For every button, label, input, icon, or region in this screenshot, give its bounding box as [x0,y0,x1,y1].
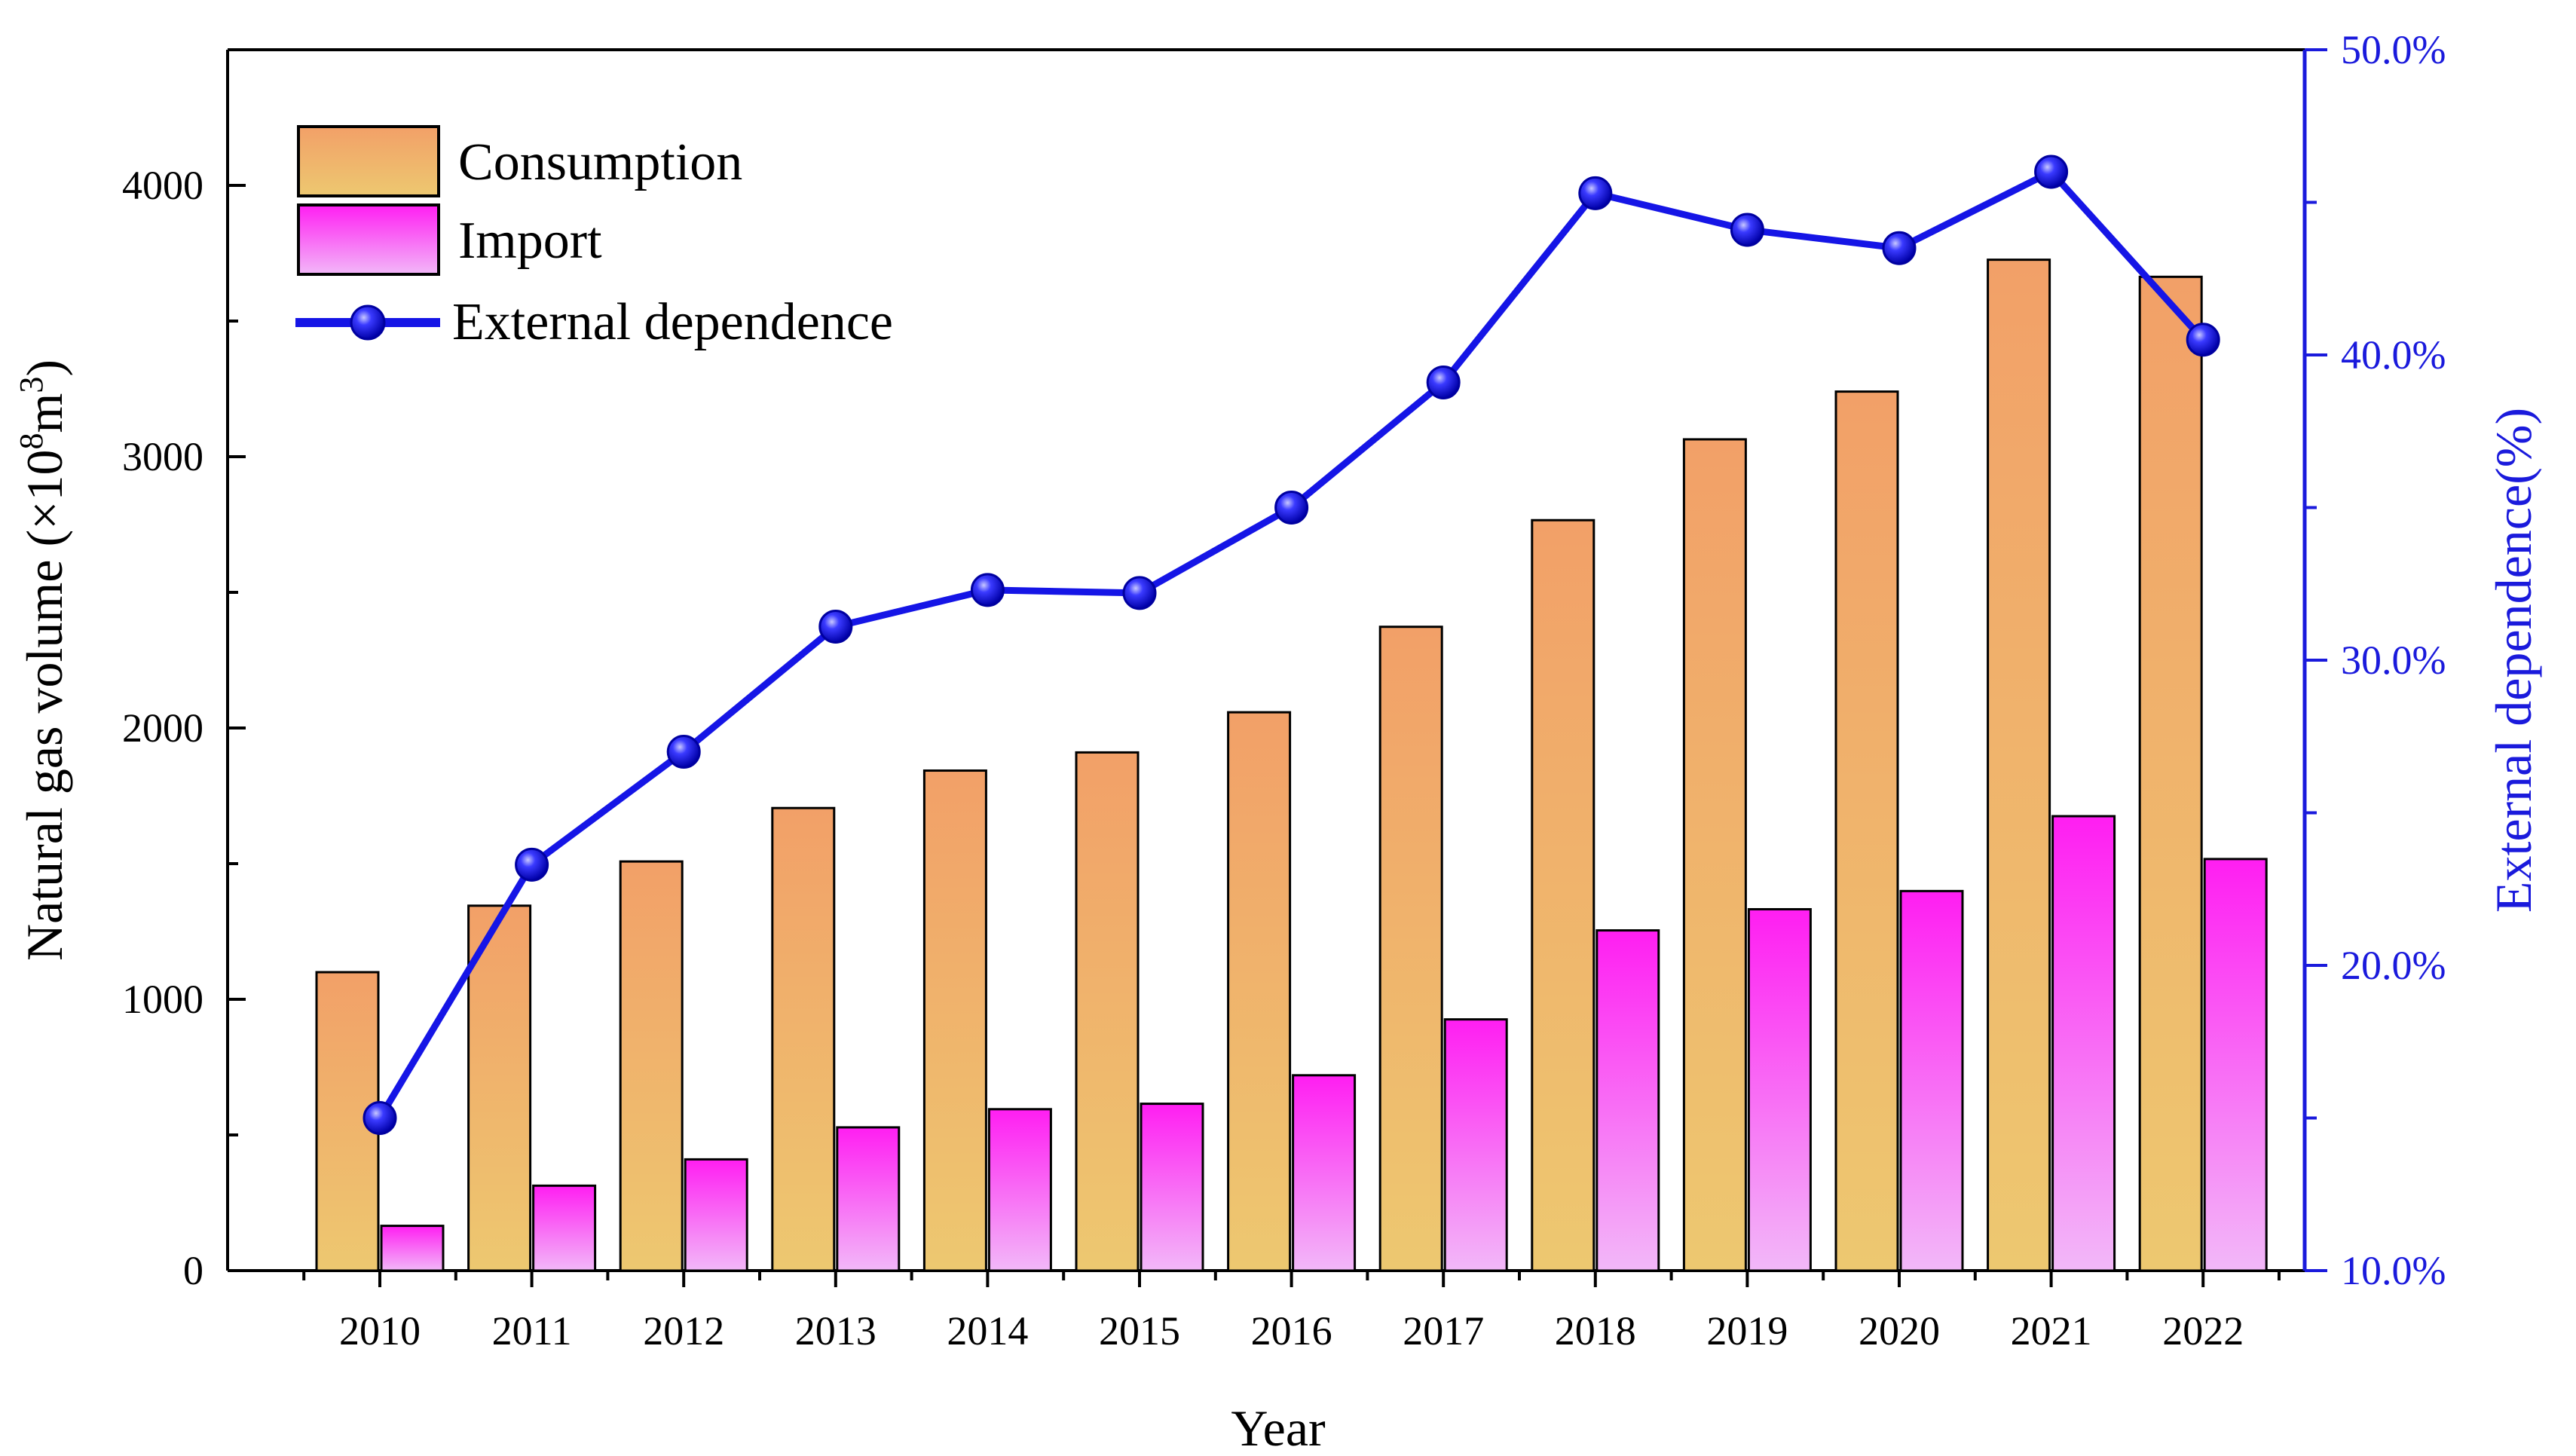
bar-import-2011 [532,1184,597,1272]
x-tick-label: 2022 [2162,1308,2244,1354]
dependence-point-2010 [363,1101,397,1135]
right-axis-title: External dependence(%) [2485,408,2542,913]
bar-import-2015 [1140,1103,1204,1272]
dependence-point-2017 [1426,365,1461,399]
y2-tick-label: 40.0% [2341,332,2446,378]
y-tick-label: 0 [183,1248,203,1293]
bar-consumption-2014 [922,769,987,1272]
bar-consumption-2017 [1378,626,1443,1272]
bar-consumption-2019 [1682,438,1747,1272]
bar-consumption-2015 [1075,751,1140,1272]
bar-consumption-2012 [619,860,684,1272]
x-tick-label: 2017 [1403,1308,1484,1354]
x-tick-label: 2019 [1706,1308,1788,1354]
bar-import-2017 [1443,1018,1508,1272]
bar-consumption-2011 [467,904,532,1272]
legend: Consumption Import External dependence [295,125,893,351]
y-tick-label: 3000 [122,434,203,479]
x-tick-label: 2018 [1555,1308,1636,1354]
y2-tick-label: 20.0% [2341,943,2446,988]
y-tick-label: 2000 [122,705,203,751]
x-tick-label: 2020 [1859,1308,1940,1354]
x-tick-label: 2014 [947,1308,1028,1354]
bar-consumption-2016 [1227,711,1292,1272]
y2-tick-label: 30.0% [2341,638,2446,683]
bar-import-2012 [684,1158,748,1272]
y2-tick-label: 50.0% [2341,27,2446,72]
dependence-point-2014 [970,573,1005,607]
bar-consumption-2021 [1987,258,2051,1272]
y-tick-label: 4000 [122,163,203,208]
x-tick-label: 2015 [1099,1308,1180,1354]
external-dependence-line [363,154,2220,1135]
y-axis-title-sup1: 8 [13,433,50,450]
dependence-point-2021 [2034,154,2069,189]
legend-swatch-import [297,203,440,276]
consumption-bars [315,258,2203,1272]
y-tick-label: 1000 [122,977,203,1022]
legend-label-import: Import [458,212,602,270]
bar-import-2014 [987,1108,1052,1272]
bar-import-2019 [1747,907,1812,1272]
bar-consumption-2022 [2138,275,2203,1272]
x-tick-label: 2011 [492,1308,572,1354]
y2-tick-label: 10.0% [2341,1248,2446,1293]
y-axis-title: Natural gas volume (×108m3) [13,359,73,961]
bar-import-2018 [1595,929,1660,1272]
bar-consumption-2018 [1531,518,1595,1272]
bar-import-2010 [380,1225,445,1272]
dependence-point-2016 [1274,491,1309,525]
dependence-point-2012 [666,735,701,769]
import-bars [380,815,2268,1272]
legend-label-dependence: External dependence [452,293,893,351]
dependence-point-2015 [1122,576,1157,610]
bar-import-2013 [836,1126,901,1272]
bar-consumption-2013 [771,806,836,1272]
x-tick-label: 2016 [1251,1308,1332,1354]
x-axis-title: Year [1231,1399,1326,1456]
dependence-point-2022 [2186,323,2220,357]
legend-marker-dependence [350,304,386,341]
y-axis-title-mid: m [16,393,73,433]
legend-label-consumption: Consumption [458,133,742,191]
bar-consumption-2020 [1834,390,1899,1272]
left-axis-ticks: 0 1000 2000 3000 4000 [122,48,246,1293]
dependence-point-2019 [1730,213,1764,247]
bar-import-2016 [1292,1074,1357,1272]
bar-import-2021 [2051,815,2116,1272]
x-tick-label: 2010 [339,1308,421,1354]
right-axis-ticks: 10.0% 20.0% 30.0% 40.0% 50.0% [2305,27,2446,1293]
bar-import-2022 [2203,858,2268,1272]
dependence-point-2018 [1578,176,1613,210]
y-axis-title-sup2: 3 [13,377,50,393]
legend-swatch-consumption [297,125,440,197]
y-axis-title-main: Natural gas volume (×10 [16,450,73,962]
dependence-point-2013 [818,609,853,644]
bar-import-2020 [1899,889,1964,1272]
x-axis-ticks: 2010 2011 2012 2013 2014 2015 2016 2017 2018 2019… [302,1271,2281,1354]
dependence-point-2011 [515,847,549,882]
y-axis-title-end: ) [16,359,73,377]
dependence-point-2020 [1882,231,1917,265]
x-tick-label: 2021 [2011,1308,2092,1354]
x-tick-label: 2012 [643,1308,724,1354]
x-tick-label: 2013 [795,1308,877,1354]
